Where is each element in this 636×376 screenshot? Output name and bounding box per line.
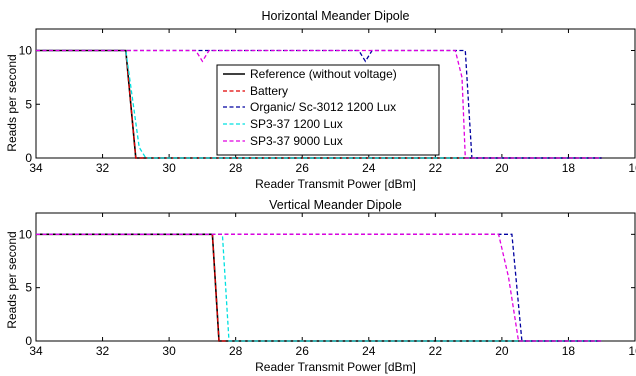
legend-entry-sp3-1200: SP3-37 1200 Lux	[250, 117, 343, 131]
x-tick-label: 16	[628, 161, 636, 175]
x-tick-label: 24	[362, 344, 376, 358]
legend: Reference (without voltage) Battery Orga…	[216, 64, 440, 156]
legend-entry-sp3-9000: SP3-37 9000 Lux	[250, 134, 343, 148]
ticks: 34 32 30 28 26 24 22 20 18 16 0 5 10	[19, 213, 636, 358]
x-tick-label: 20	[495, 344, 509, 358]
y-tick-label: 0	[25, 151, 32, 165]
x-tick-label: 26	[296, 344, 310, 358]
plot-area	[35, 212, 636, 342]
x-tick-label: 28	[229, 344, 243, 358]
y-tick-label: 10	[19, 227, 33, 241]
legend-entry-organic: Organic/ Sc-3012 1200 Lux	[250, 100, 396, 114]
x-tick-label: 18	[562, 344, 576, 358]
legend-entry-battery: Battery	[250, 84, 288, 98]
x-tick-label: 22	[429, 344, 443, 358]
x-tick-label: 34	[29, 344, 43, 358]
x-tick-label: 28	[229, 161, 243, 175]
y-tick-label: 5	[25, 281, 32, 295]
x-tick-label: 24	[362, 161, 376, 175]
y-axis-label: Reads per second	[5, 231, 19, 328]
chart-vertical-meander-dipole: Vertical Meander Dipole Reader Transmit …	[5, 198, 636, 374]
x-tick-label: 30	[162, 161, 176, 175]
x-tick-label: 22	[429, 161, 443, 175]
x-tick-label: 26	[296, 161, 310, 175]
x-tick-label: 30	[162, 344, 176, 358]
x-tick-label: 34	[29, 161, 43, 175]
chart-title: Vertical Meander Dipole	[269, 198, 402, 212]
legend-box	[216, 64, 440, 156]
y-axis-label: Reads per second	[5, 54, 19, 151]
x-axis-label: Reader Transmit Power [dBm]	[255, 177, 416, 191]
series-lines	[36, 49, 602, 159]
legend-entry-reference: Reference (without voltage)	[250, 67, 397, 81]
chart-title: Horizontal Meander Dipole	[262, 9, 410, 23]
chart-horizontal-meander-dipole: Horizontal Meander Dipole Reader Transmi…	[5, 9, 636, 191]
x-tick-label: 16	[628, 344, 636, 358]
y-tick-label: 10	[19, 44, 33, 58]
x-tick-label: 32	[96, 161, 110, 175]
series-lines	[36, 233, 602, 342]
x-tick-label: 32	[96, 344, 110, 358]
x-tick-label: 18	[562, 161, 576, 175]
series-line-sp3-37-9000-lux	[36, 233, 602, 342]
series-line-sp3-37-9000-lux	[36, 49, 602, 159]
x-axis-label: Reader Transmit Power [dBm]	[255, 360, 416, 374]
y-tick-label: 0	[25, 334, 32, 348]
x-tick-label: 20	[495, 161, 509, 175]
y-tick-label: 5	[25, 97, 32, 111]
